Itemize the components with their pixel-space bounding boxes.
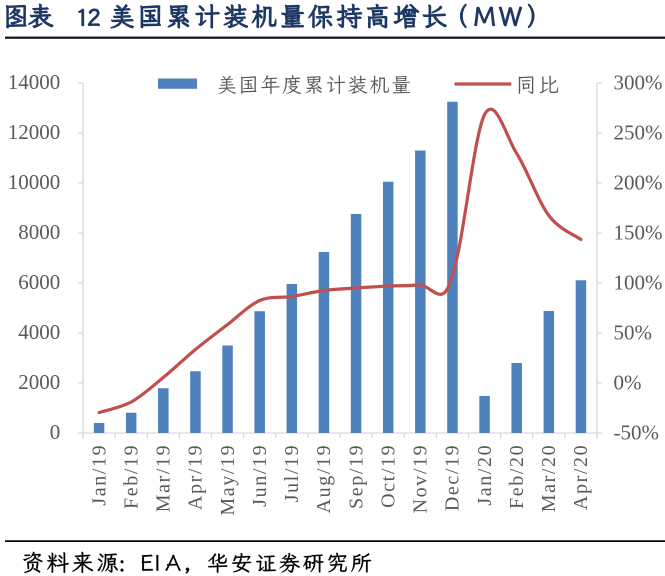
svg-text:Mar/20: Mar/20 xyxy=(538,444,560,512)
svg-text:Sep/19: Sep/19 xyxy=(345,444,367,509)
svg-text:Feb/19: Feb/19 xyxy=(120,444,142,509)
svg-text:Apr/20: Apr/20 xyxy=(570,444,592,510)
svg-text:Jan/20: Jan/20 xyxy=(474,444,496,506)
svg-text:2000: 2000 xyxy=(18,370,60,394)
svg-text:Aug/19: Aug/19 xyxy=(313,444,335,514)
svg-text:0: 0 xyxy=(50,420,61,444)
svg-text:-50%: -50% xyxy=(614,420,660,444)
svg-text:Mar/19: Mar/19 xyxy=(153,444,175,512)
svg-text:Oct/19: Oct/19 xyxy=(377,444,399,508)
svg-text:14000: 14000 xyxy=(8,70,61,94)
svg-text:4000: 4000 xyxy=(18,320,60,344)
svg-text:150%: 150% xyxy=(614,220,663,244)
svg-text:8000: 8000 xyxy=(18,220,60,244)
svg-text:6000: 6000 xyxy=(18,270,60,294)
svg-text:Jun/19: Jun/19 xyxy=(249,444,271,507)
svg-text:250%: 250% xyxy=(614,120,663,144)
svg-text:10000: 10000 xyxy=(8,170,61,194)
svg-text:Apr/19: Apr/19 xyxy=(185,444,207,510)
svg-text:200%: 200% xyxy=(614,170,663,194)
svg-text:100%: 100% xyxy=(614,270,663,294)
svg-text:0%: 0% xyxy=(614,370,642,394)
svg-text:Jan/19: Jan/19 xyxy=(88,444,110,506)
svg-text:50%: 50% xyxy=(614,320,653,344)
svg-text:Dec/19: Dec/19 xyxy=(442,444,464,511)
svg-text:Nov/19: Nov/19 xyxy=(410,444,432,514)
svg-text:May/19: May/19 xyxy=(217,444,239,516)
svg-text:12000: 12000 xyxy=(8,120,61,144)
svg-text:Feb/20: Feb/20 xyxy=(506,444,528,509)
svg-text:300%: 300% xyxy=(614,70,663,94)
svg-text:Jul/19: Jul/19 xyxy=(281,444,303,503)
